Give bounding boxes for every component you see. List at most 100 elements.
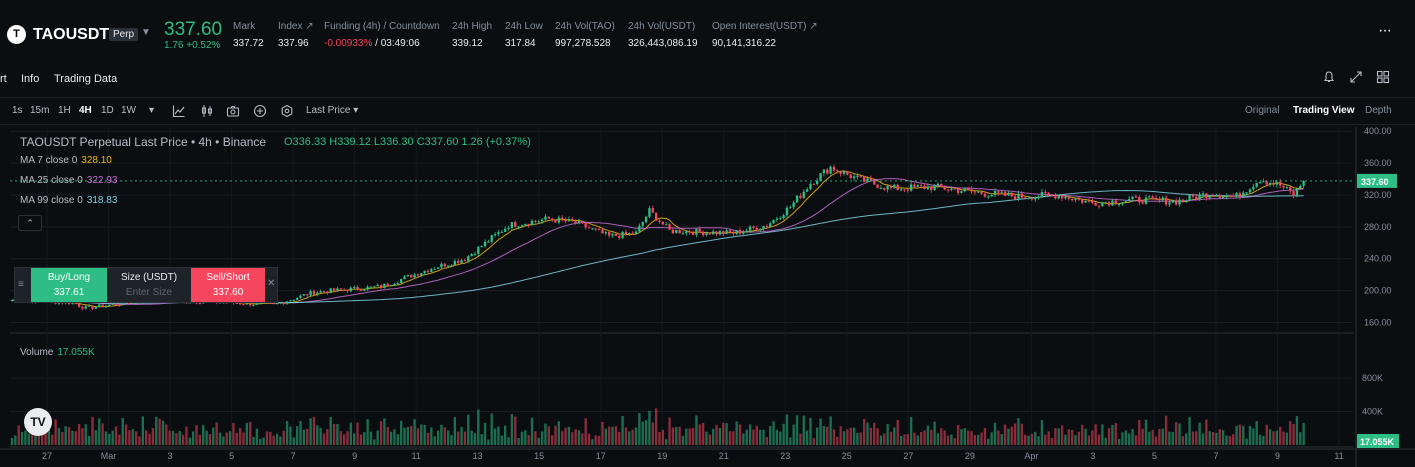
volume-bar [151,428,155,445]
volume-bar [1134,435,1138,445]
timeframe-4h[interactable]: 4H [79,105,92,116]
volume-bar [869,427,873,445]
candle-type-icon[interactable] [200,104,214,118]
camera-icon[interactable] [226,104,240,118]
candle-body [450,265,453,267]
candle-body [1181,199,1185,201]
sell-short-button[interactable]: Sell/Short 337.60 [191,268,265,302]
stat-open-interest[interactable]: Open Interest(USDT) ↗ 90,141,316.22 [712,21,818,49]
legend-ma7[interactable]: MA 7 close 0 328.10 [20,155,112,166]
volume-bar [826,426,829,445]
volume-bar [436,430,440,445]
volume-bar [564,427,567,445]
volume-bar [665,439,668,445]
volume-bar [886,423,889,445]
volume-bar [923,430,926,445]
volume-bar [1171,432,1174,445]
legend-ma99[interactable]: MA 99 close 0 318.83 [20,195,117,206]
candle-body [1191,194,1195,197]
expand-icon[interactable] [1349,70,1363,84]
volume-bar [342,434,346,445]
candle-body [648,208,651,217]
candle-body [634,231,638,235]
volume-bar [134,431,138,445]
volume-bar [1060,425,1064,445]
volume-bar [440,424,443,445]
candle-body [128,303,131,305]
tab-info[interactable]: Info [21,73,40,85]
symbol-name[interactable]: TAOUSDT [33,26,110,43]
timeframe-dropdown-chevron-icon[interactable]: ▾ [149,105,155,116]
volume-bar [155,416,158,445]
close-icon[interactable]: ✕ [267,278,276,289]
buy-label: Buy/Long [47,272,91,283]
volume-bar [198,434,202,445]
volume-bar [1242,425,1245,445]
volume-bar [17,425,20,445]
candle-body [326,291,329,293]
drag-handle-icon[interactable]: ≡ [18,279,24,290]
volume-bar [366,419,369,445]
tradingview-logo-icon[interactable]: TV [24,408,52,436]
size-placeholder[interactable]: Enter Size [125,287,173,298]
volume-bar [738,424,742,445]
tab-trading-data[interactable]: Trading Data [54,73,118,85]
volume-bar [208,434,212,445]
timeframe-1s[interactable]: 1s [12,105,23,116]
view-original[interactable]: Original [1245,105,1280,116]
legend-ma25[interactable]: MA 25 close 0 322.93 [20,175,117,186]
volume-bar [889,431,893,445]
volume-bar [138,436,141,445]
price-type-select[interactable]: Last Price ▾ [306,105,359,116]
candle-body [359,289,363,291]
settings-gear-icon[interactable] [280,104,294,118]
candle-body [812,183,816,185]
add-indicator-icon[interactable] [253,104,267,118]
volume-bar [282,430,285,445]
stat-label: Open Interest(USDT) ↗ [712,21,818,32]
volume-bar [611,426,614,445]
candle-body [990,194,993,197]
more-options-icon[interactable]: ··· [1378,22,1392,39]
view-trading-view[interactable]: Trading View [1293,105,1355,116]
tab-chart[interactable]: rt [0,73,7,85]
indicator-chart-icon[interactable] [172,104,186,118]
candle-body [527,223,530,226]
volume-bar [1024,434,1027,445]
volume-bar [963,428,966,445]
volume-bar [503,425,507,445]
layout-grid-icon[interactable] [1376,70,1390,84]
volume-bar [1067,429,1070,445]
candle-body [769,223,772,227]
stat-index[interactable]: Index ↗ 337.96 [278,21,314,49]
price-tick-label: 200.00 [1364,286,1392,296]
volume-bar [859,432,862,445]
candle-body [10,300,14,302]
collapse-legend-chevron-up-icon[interactable]: ⌃ [18,215,42,231]
volume-bar [178,431,181,445]
candle-body [490,235,493,242]
volume-bar [148,433,151,445]
date-tick-label: 23 [780,451,790,461]
candle-body [1040,191,1044,197]
volume-bar [433,436,436,445]
volume-label: Volume [20,347,54,358]
candle-body [859,175,862,177]
timeframe-1w[interactable]: 1W [121,105,136,116]
candle-body [71,302,74,304]
candle-body [866,178,869,182]
candle-body [1081,199,1084,203]
view-depth[interactable]: Depth [1365,105,1392,116]
candle-body [819,173,822,181]
stat-24h-vol-tao: 24h Vol(TAO) 997,278.528 [555,21,615,49]
timeframe-1d[interactable]: 1D [101,105,114,116]
size-input[interactable]: Size (USDT) Enter Size [107,268,191,302]
timeframe-15m[interactable]: 15m [30,105,50,116]
volume-bar [235,432,238,445]
chevron-down-icon[interactable]: ▼ [141,27,151,38]
candle-body [534,220,537,222]
bell-icon[interactable] [1322,70,1336,84]
buy-long-button[interactable]: Buy/Long 337.61 [31,268,107,302]
volume-bar [654,408,658,445]
timeframe-1h[interactable]: 1H [58,105,71,116]
